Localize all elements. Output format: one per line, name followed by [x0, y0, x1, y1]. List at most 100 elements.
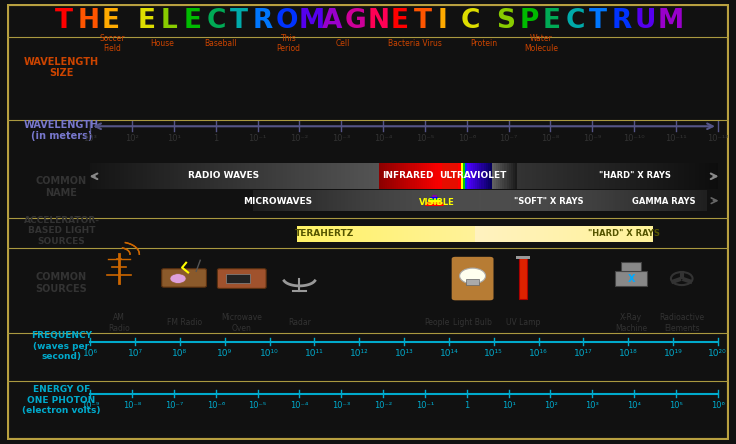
Bar	[559, 226, 561, 242]
Bar	[360, 190, 362, 211]
Bar	[571, 226, 573, 242]
Text: 10⁻⁴: 10⁻⁴	[290, 401, 308, 410]
Bar	[605, 190, 607, 211]
Text: 10⁻⁹: 10⁻⁹	[81, 401, 99, 410]
Bar	[463, 226, 464, 242]
Bar	[488, 163, 490, 190]
Bar	[174, 163, 176, 190]
Bar	[268, 163, 270, 190]
Bar	[509, 226, 511, 242]
Bar	[528, 226, 530, 242]
Text: 10¹³: 10¹³	[394, 349, 414, 358]
Bar	[553, 163, 555, 190]
Bar	[434, 190, 436, 211]
Bar	[676, 163, 678, 190]
Bar	[559, 163, 561, 190]
Bar	[423, 190, 425, 211]
Text: 10⁻⁶: 10⁻⁶	[207, 401, 225, 410]
Bar	[369, 226, 371, 242]
Bar	[270, 163, 272, 190]
Bar	[477, 190, 479, 211]
Bar	[674, 163, 676, 190]
Bar	[647, 226, 649, 242]
Bar	[634, 226, 636, 242]
Bar	[339, 163, 342, 190]
Bar	[701, 163, 703, 190]
Bar	[287, 190, 289, 211]
Bar	[621, 262, 641, 271]
Bar	[659, 190, 662, 211]
Bar	[607, 226, 609, 242]
Text: FREQUENCY
(waves per
second): FREQUENCY (waves per second)	[31, 331, 92, 361]
Bar	[586, 190, 588, 211]
Bar	[586, 226, 588, 242]
Bar	[618, 226, 620, 242]
Bar	[322, 163, 325, 190]
Text: 10²: 10²	[544, 401, 557, 410]
Bar	[471, 190, 473, 211]
Bar	[367, 190, 369, 211]
Bar	[191, 163, 193, 190]
Bar	[411, 190, 412, 211]
Bar	[308, 163, 310, 190]
Bar	[540, 163, 542, 190]
Bar	[519, 190, 521, 211]
Bar	[342, 190, 344, 211]
Text: 10⁹: 10⁹	[217, 349, 233, 358]
Bar	[406, 163, 408, 190]
Bar	[327, 190, 329, 211]
Text: 10⁻²: 10⁻²	[374, 401, 392, 410]
Bar	[335, 226, 337, 242]
Text: This
Period: This Period	[277, 34, 301, 53]
Bar	[396, 163, 397, 190]
Bar	[448, 163, 450, 190]
Bar	[494, 190, 496, 211]
Bar	[595, 190, 596, 211]
Bar	[601, 163, 603, 190]
Bar	[392, 190, 394, 211]
Bar	[268, 190, 270, 211]
Bar	[314, 226, 316, 242]
Text: "SOFT" X RAYS: "SOFT" X RAYS	[514, 197, 583, 206]
Bar	[523, 163, 526, 190]
Text: 10⁻⁹: 10⁻⁹	[583, 134, 601, 143]
Bar	[605, 226, 607, 242]
Text: G: G	[345, 8, 367, 34]
Bar	[672, 190, 674, 211]
Bar	[544, 190, 546, 211]
Bar	[283, 163, 285, 190]
Bar	[705, 163, 707, 190]
Bar	[419, 190, 421, 211]
Bar	[546, 190, 548, 211]
Bar	[481, 226, 484, 242]
Bar	[643, 163, 645, 190]
Text: MICROWAVES: MICROWAVES	[244, 197, 312, 206]
Bar	[678, 163, 680, 190]
Bar	[649, 226, 651, 242]
Bar	[425, 226, 427, 242]
Bar	[293, 163, 295, 190]
Bar	[155, 163, 158, 190]
Bar	[613, 226, 615, 242]
Bar	[394, 226, 396, 242]
Bar	[228, 163, 230, 190]
Bar	[394, 163, 396, 190]
Text: Radar: Radar	[288, 318, 311, 327]
Bar	[300, 163, 302, 190]
Bar	[580, 190, 582, 211]
Bar	[456, 190, 459, 211]
Bar	[643, 226, 645, 242]
Bar	[414, 226, 417, 242]
Text: 10¹⁶: 10¹⁶	[529, 349, 548, 358]
Bar	[500, 190, 503, 211]
Text: U: U	[635, 8, 657, 34]
Bar	[208, 163, 210, 190]
Bar	[347, 163, 350, 190]
Bar	[464, 226, 467, 242]
Bar	[551, 190, 553, 211]
Bar	[310, 163, 312, 190]
Bar	[653, 190, 655, 211]
Bar	[350, 226, 352, 242]
Text: I: I	[437, 8, 447, 34]
Bar	[210, 163, 212, 190]
